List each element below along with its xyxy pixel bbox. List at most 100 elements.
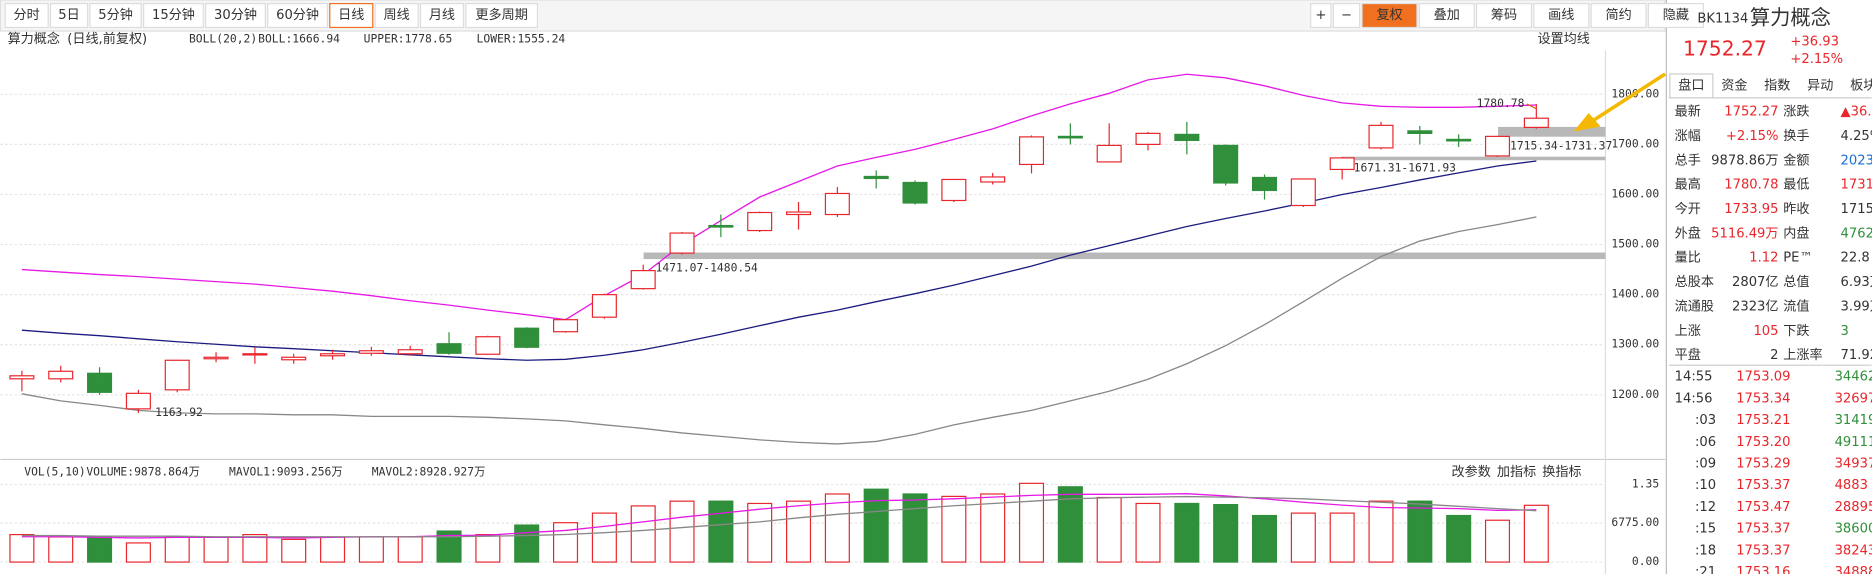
candle-body [242, 353, 268, 356]
tool-label[interactable]: 简约 [1605, 6, 1631, 23]
volume-bar [1251, 514, 1278, 563]
volume-bar [1213, 504, 1239, 563]
stat-label: 最新 [1675, 104, 1701, 120]
period-button[interactable] [465, 2, 539, 29]
gap-band [1341, 156, 1606, 161]
tool-button[interactable] [1647, 2, 1704, 29]
candle-body [1251, 176, 1278, 192]
volume-bar [630, 505, 656, 563]
tool-label[interactable]: + [1315, 8, 1326, 23]
period-label[interactable]: 月线 [429, 7, 455, 23]
volume-bar [1018, 482, 1045, 563]
tool-button[interactable] [1310, 2, 1332, 29]
tick-price: 1753.37 [1736, 543, 1790, 558]
stat-label: 流值 [1783, 298, 1809, 314]
tick-time: :18 [1695, 543, 1716, 558]
tab[interactable]: 板块 [1850, 77, 1872, 93]
vol-button[interactable]: 改参数 [1452, 463, 1491, 480]
candle-body [320, 353, 346, 357]
stat-value: +2.15% [1726, 129, 1779, 144]
stat-value: 105 [1753, 324, 1778, 339]
volume-bar [514, 524, 540, 563]
tool-button[interactable] [1332, 2, 1361, 29]
stat-label: 总手 [1675, 152, 1701, 168]
tool-button[interactable] [1418, 2, 1475, 29]
gap-label: 1471.07-1480.54 [656, 261, 758, 275]
tool-label[interactable]: 复权 [1376, 6, 1402, 23]
tab[interactable]: 资金 [1721, 77, 1747, 93]
tick-volume: 32697 [1835, 391, 1872, 406]
period-button[interactable] [329, 2, 374, 29]
volume-bar [9, 534, 35, 563]
tool-button[interactable] [1475, 2, 1533, 29]
tab[interactable]: 盘口 [1678, 76, 1704, 93]
stat-label: 量比 [1675, 250, 1701, 266]
tool-button[interactable] [1361, 2, 1418, 29]
candle-body [1135, 132, 1161, 145]
stat-label: 最高 [1675, 176, 1701, 193]
y-tick-label: 0.00 [1632, 554, 1659, 568]
candle-body [902, 181, 928, 204]
candle-body [941, 178, 967, 202]
period-button[interactable] [143, 2, 204, 29]
code: BK1134 [1697, 12, 1748, 27]
stat-value: 1752.27 [1724, 105, 1778, 120]
tab[interactable]: 异动 [1807, 77, 1833, 93]
period-label[interactable]: 更多周期 [475, 6, 527, 23]
period-label[interactable]: 60分钟 [276, 6, 319, 23]
tool-label[interactable]: 叠加 [1434, 7, 1460, 23]
tool-button[interactable] [1590, 2, 1647, 29]
tick-time: :12 [1695, 500, 1716, 515]
period-label[interactable]: 分时 [14, 7, 40, 23]
period-button[interactable] [4, 2, 49, 29]
stat-label: 总股本 [1675, 274, 1714, 290]
tab[interactable]: 指数 [1764, 77, 1790, 93]
candle-body [125, 392, 151, 410]
volume-bar [1407, 500, 1433, 563]
tab-active [1669, 73, 1714, 99]
tool-label[interactable]: 筹码 [1491, 6, 1517, 23]
vol-indicator: VOL(5,10) [24, 465, 85, 479]
volume-bar [164, 536, 190, 563]
ma-button[interactable]: 设置均线 [1537, 31, 1589, 47]
volume-bar [1174, 502, 1200, 563]
period-button[interactable] [205, 2, 266, 29]
candle-body [1446, 138, 1472, 142]
stat-value: 22.8 [1841, 251, 1870, 266]
candle-body [1368, 124, 1394, 149]
tool-label[interactable]: 画线 [1548, 7, 1574, 23]
volume-bar [475, 534, 501, 563]
period-label[interactable]: 15分钟 [152, 6, 195, 23]
period-button[interactable] [374, 2, 419, 29]
period-label[interactable]: 5分钟 [98, 6, 133, 23]
candle-body [708, 224, 734, 228]
tool-label[interactable]: 隐藏 [1663, 7, 1689, 23]
tick-time: :10 [1695, 478, 1716, 493]
stat-label: 最低 [1783, 177, 1809, 193]
stat-label: 涨幅 [1675, 128, 1701, 144]
period-button[interactable] [49, 2, 89, 29]
volume-bar [747, 502, 773, 563]
period-label[interactable]: 周线 [383, 7, 409, 23]
period-label[interactable]: 5日 [58, 8, 79, 23]
stat-label: 总值 [1783, 274, 1809, 290]
period-label[interactable]: 日线 [338, 7, 364, 23]
period-button[interactable] [267, 2, 328, 29]
volume-bar [358, 536, 384, 563]
vol-button[interactable]: 换指标 [1542, 464, 1581, 480]
tick-time: :21 [1695, 565, 1716, 574]
candle-body [591, 294, 617, 318]
candle-body [514, 327, 540, 348]
period-button[interactable] [89, 2, 142, 29]
indicator: BOLL(20,2) [189, 31, 257, 45]
stat-value: 2323亿 [1732, 298, 1778, 314]
stat-label: 金额 [1783, 152, 1809, 168]
tool-label[interactable]: − [1341, 8, 1352, 23]
candle-body [397, 349, 423, 355]
tool-button[interactable] [1533, 2, 1590, 29]
vol-button[interactable]: 加指标 [1497, 464, 1536, 480]
period-label[interactable]: 30分钟 [214, 6, 257, 23]
period-button[interactable] [419, 2, 465, 29]
